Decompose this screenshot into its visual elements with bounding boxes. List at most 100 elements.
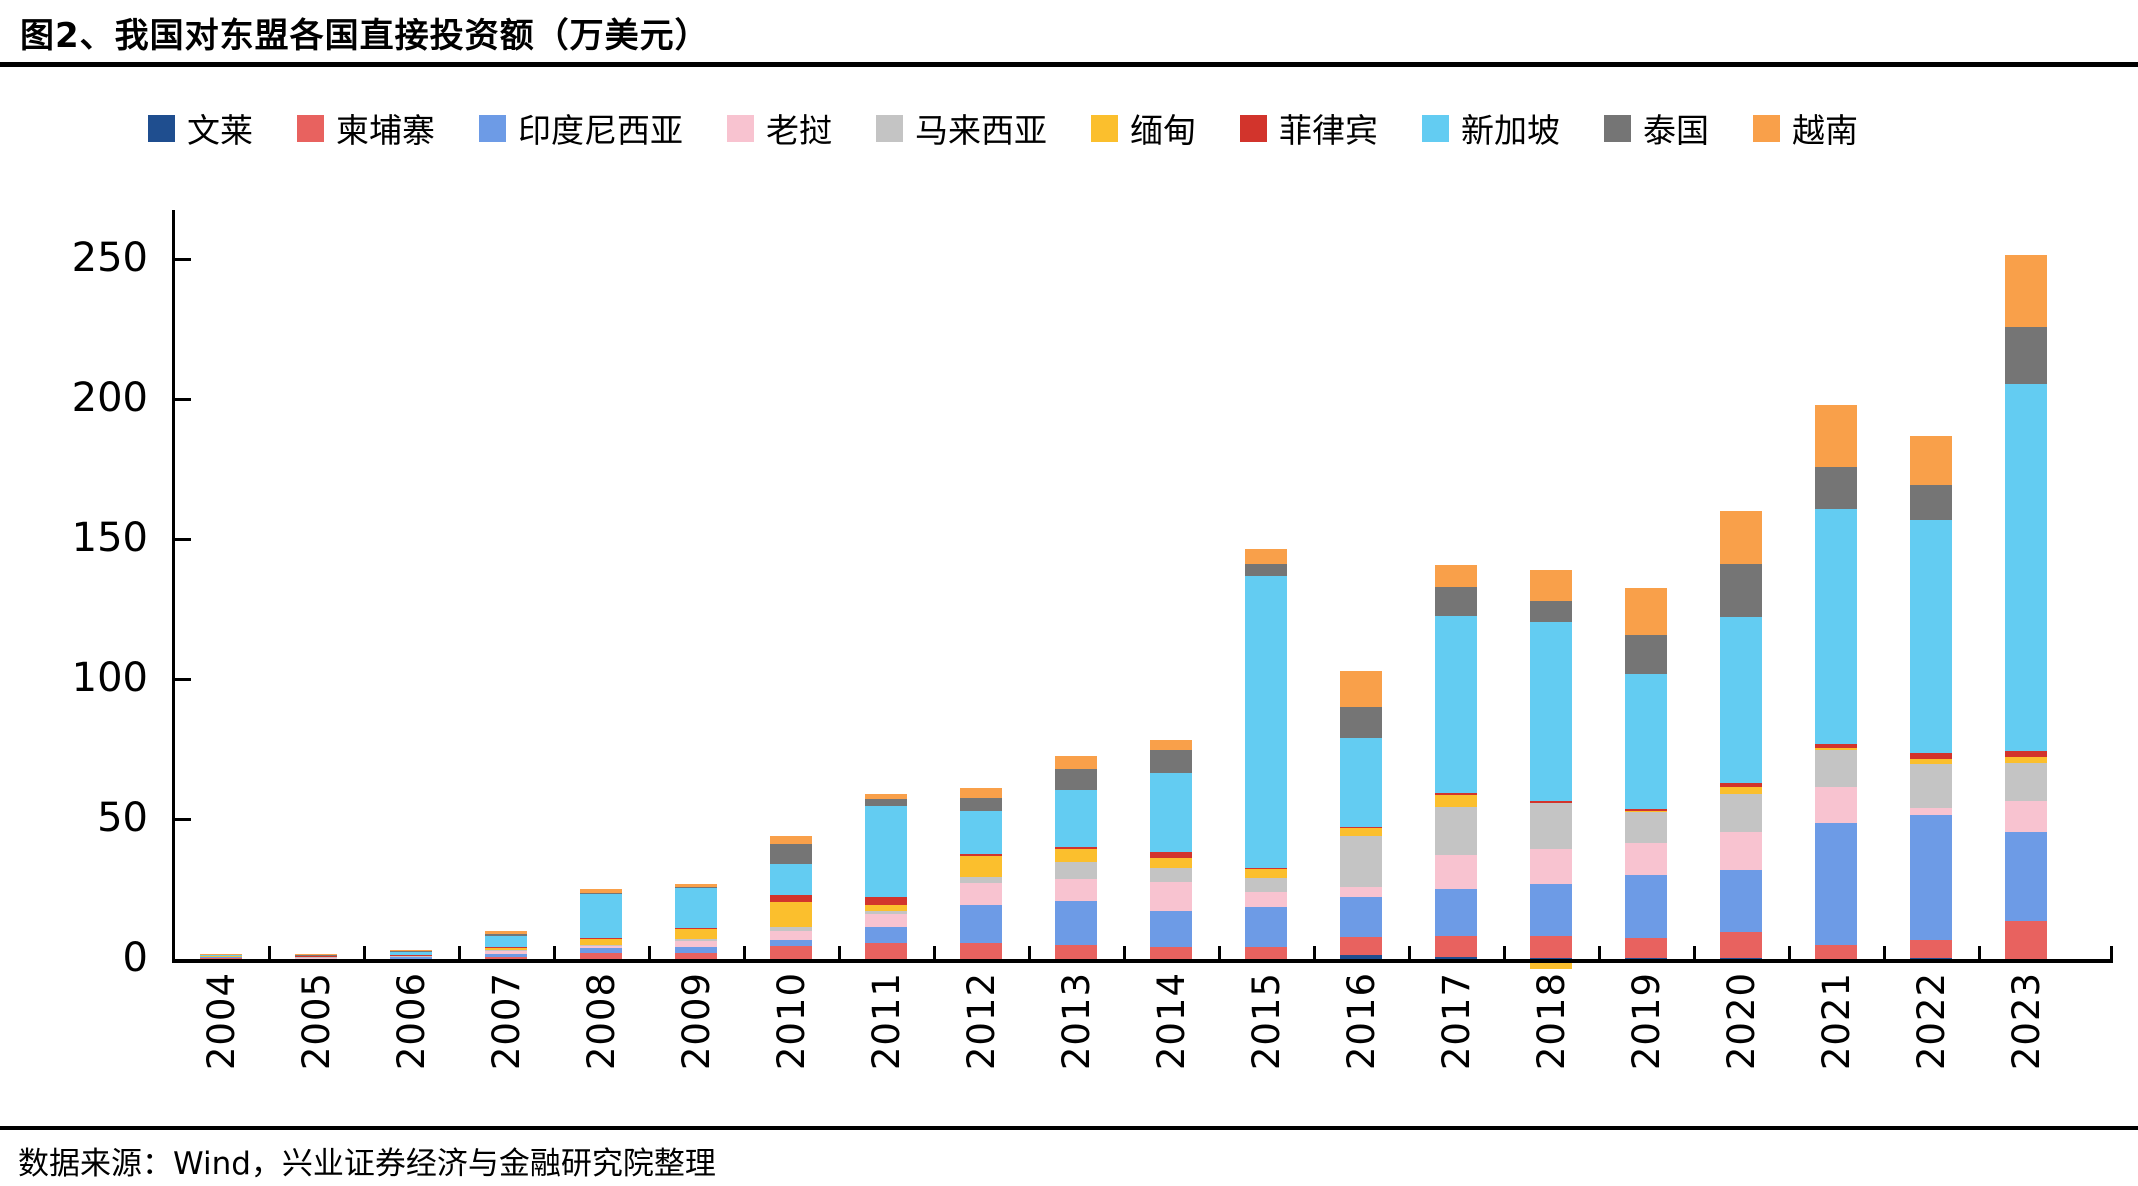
bar-segment-菲律宾-2007 (485, 946, 527, 948)
x-axis-year-label: 2023 (2004, 972, 2048, 1092)
footer-source-text: 数据来源：Wind，兴业证券经济与金融研究院整理 (18, 1146, 716, 1182)
x-tick (647, 946, 651, 961)
bar-segment-越南-2020 (1720, 511, 1762, 565)
legend-swatch (297, 114, 324, 142)
bar-segment-缅甸-2017 (1435, 794, 1477, 807)
bar-segment-印度尼西亚-2007 (485, 954, 527, 958)
bar-segment-柬埔寨-2018 (1530, 936, 1572, 959)
bar-segment-柬埔寨-2011 (865, 943, 907, 959)
x-axis-year-label: 2008 (579, 972, 623, 1092)
bar-segment-印度尼西亚-2013 (1055, 901, 1097, 945)
bar-segment-柬埔寨-2022 (1910, 940, 1952, 959)
bar-segment-缅甸-2009 (675, 928, 717, 940)
bar-segment-缅甸-2016 (1340, 828, 1382, 837)
x-axis-year-text: 2021 (1814, 972, 1858, 1071)
bar-segment-缅甸-2010 (770, 902, 812, 927)
bar-segment-菲律宾-2005 (295, 955, 337, 957)
x-axis-year-label: 2012 (959, 972, 1003, 1092)
bar-segment-柬埔寨-2016 (1340, 937, 1382, 955)
bar-segment-新加坡-2013 (1055, 790, 1097, 848)
bar-segment-泰国-2020 (1720, 564, 1762, 617)
bar-segment-马来西亚-2021 (1815, 749, 1857, 788)
bar-segment-越南-2004 (200, 953, 242, 955)
bar-segment-老挝-2013 (1055, 879, 1097, 902)
bar-segment-泰国-2005 (295, 955, 337, 957)
bar-segment-越南-2012 (960, 788, 1002, 798)
bar-segment-老挝-2009 (675, 940, 717, 947)
bar-segment-印度尼西亚-2019 (1625, 875, 1667, 938)
x-tick (1217, 946, 1221, 961)
x-tick (1882, 946, 1886, 961)
bar-segment-马来西亚-2014 (1150, 867, 1192, 883)
bar-segment-缅甸-2011 (865, 904, 907, 912)
bar-segment-泰国-2022 (1910, 484, 1952, 520)
bar-segment-泰国-2015 (1245, 564, 1287, 576)
bar-segment-泰国-2019 (1625, 635, 1667, 674)
x-tick (362, 946, 366, 961)
y-tick-label: 150 (71, 515, 148, 561)
bar-segment-菲律宾-2016 (1340, 827, 1382, 829)
y-tick-label: 200 (71, 375, 148, 421)
bar-segment-缅甸-2014 (1150, 858, 1192, 868)
legend-item-文莱: 文莱 (148, 104, 253, 152)
figure-title: 图2、我国对东盟各国直接投资额（万美元） (20, 16, 710, 56)
bar-segment-老挝-2011 (865, 913, 907, 927)
bar-segment-印度尼西亚-2022 (1910, 815, 1952, 941)
legend-label: 缅甸 (1130, 111, 1196, 150)
bar-segment-越南-2008 (580, 889, 622, 893)
y-axis-line (172, 210, 175, 962)
x-tick (1787, 946, 1791, 961)
legend-swatch (1091, 114, 1118, 142)
bar-segment-菲律宾-2006 (390, 954, 432, 956)
bar-segment-老挝-2010 (770, 931, 812, 941)
bar-segment-越南-2023 (2005, 255, 2047, 328)
x-axis-year-label: 2006 (389, 972, 433, 1092)
bar-segment-柬埔寨-2014 (1150, 946, 1192, 959)
bar-segment-缅甸-2018 (1530, 963, 1572, 969)
bar-segment-柬埔寨-2008 (580, 953, 622, 959)
bar-segment-马来西亚-2010 (770, 926, 812, 932)
bar-segment-菲律宾-2010 (770, 895, 812, 903)
y-tick (175, 818, 191, 821)
legend-item-马来西亚: 马来西亚 (876, 104, 1047, 152)
x-tick (1122, 946, 1126, 961)
x-axis-year-label: 2004 (199, 972, 243, 1092)
bar-segment-马来西亚-2019 (1625, 812, 1667, 844)
x-axis-year-label: 2015 (1244, 972, 1288, 1092)
bar-segment-马来西亚-2007 (485, 949, 527, 951)
legend-label: 新加坡 (1461, 111, 1560, 150)
x-tick (932, 946, 936, 961)
bar-segment-越南-2006 (390, 949, 432, 951)
x-tick (267, 946, 271, 961)
bar-segment-新加坡-2018 (1530, 621, 1572, 802)
bar-segment-印度尼西亚-2012 (960, 905, 1002, 944)
bar-segment-菲律宾-2021 (1815, 744, 1857, 749)
bar-segment-越南-2013 (1055, 755, 1097, 770)
bar-segment-老挝-2019 (1625, 843, 1667, 876)
y-tick-label: 0 (122, 935, 148, 981)
y-tick-label: 50 (97, 795, 148, 841)
bar-segment-新加坡-2009 (675, 888, 717, 928)
bar-segment-马来西亚-2022 (1910, 763, 1952, 808)
bar-segment-老挝-2008 (580, 945, 622, 949)
x-axis-year-text: 2023 (2004, 972, 2048, 1071)
bar-segment-泰国-2010 (770, 844, 812, 865)
x-axis-year-label: 2021 (1814, 972, 1858, 1092)
bar-segment-缅甸-2015 (1245, 869, 1287, 879)
bar-segment-印度尼西亚-2020 (1720, 870, 1762, 932)
bar-segment-新加坡-2014 (1150, 773, 1192, 852)
legend-swatch (479, 114, 506, 142)
x-tick (1977, 946, 1981, 961)
x-axis-year-text: 2009 (674, 972, 718, 1071)
bar-segment-菲律宾-2023 (2005, 750, 2047, 758)
bar-segment-文莱-2019 (1625, 958, 1667, 960)
legend-swatch (1240, 114, 1267, 142)
bar-segment-文莱-2017 (1435, 957, 1477, 959)
bar-segment-菲律宾-2011 (865, 897, 907, 905)
x-axis-year-label: 2009 (674, 972, 718, 1092)
bar-segment-印度尼西亚-2014 (1150, 911, 1192, 947)
bar-segment-泰国-2011 (865, 799, 907, 806)
bar-segment-泰国-2012 (960, 797, 1002, 812)
legend-swatch (1604, 114, 1631, 142)
